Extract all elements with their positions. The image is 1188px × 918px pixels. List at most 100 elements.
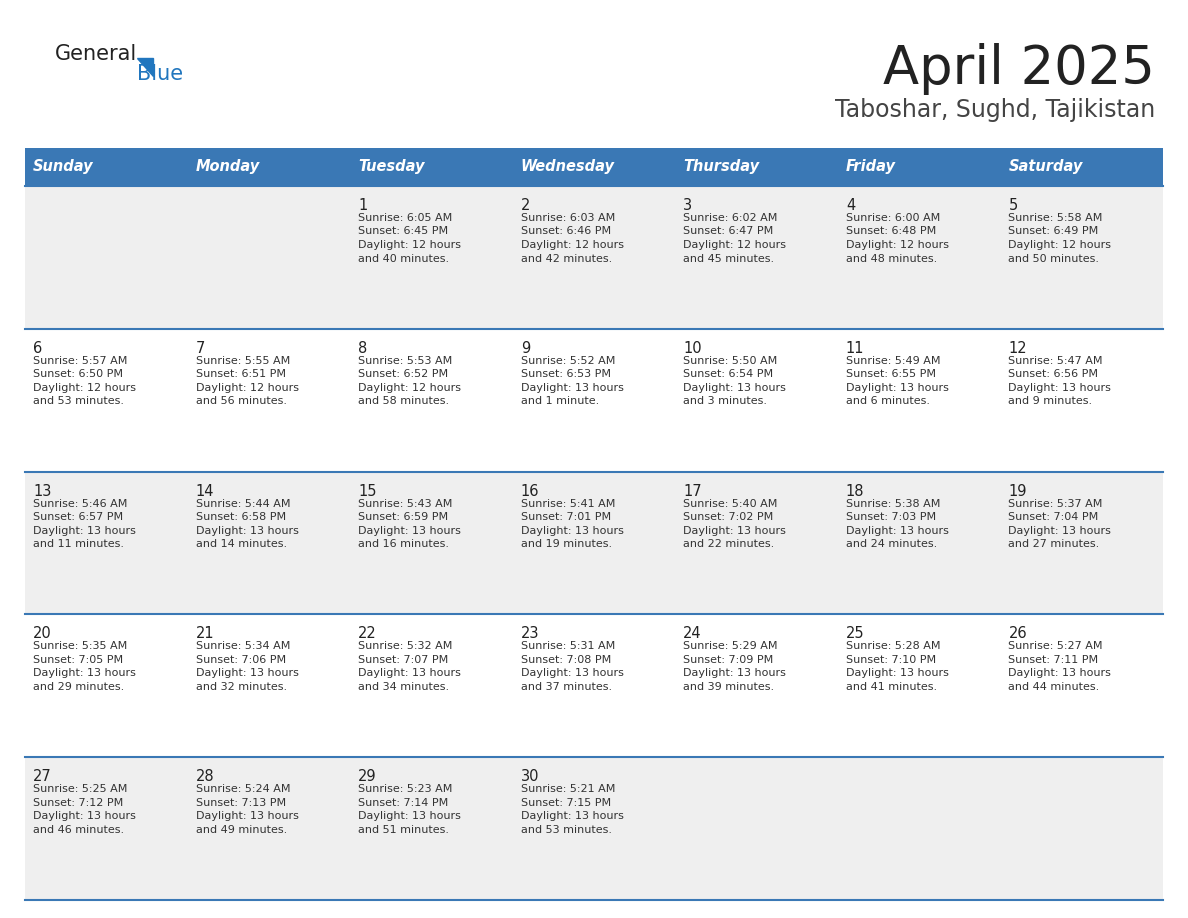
- Text: Sunset: 6:47 PM: Sunset: 6:47 PM: [683, 227, 773, 237]
- Text: 4: 4: [846, 198, 855, 213]
- Text: Sunset: 6:45 PM: Sunset: 6:45 PM: [358, 227, 448, 237]
- Text: 20: 20: [33, 626, 52, 642]
- Text: Daylight: 13 hours: Daylight: 13 hours: [196, 668, 298, 678]
- Text: Sunset: 7:03 PM: Sunset: 7:03 PM: [846, 512, 936, 522]
- Text: Sunrise: 5:38 AM: Sunrise: 5:38 AM: [846, 498, 940, 509]
- Text: 24: 24: [683, 626, 702, 642]
- Text: Sunset: 7:14 PM: Sunset: 7:14 PM: [358, 798, 448, 808]
- Text: Daylight: 13 hours: Daylight: 13 hours: [683, 383, 786, 393]
- Text: and 27 minutes.: and 27 minutes.: [1009, 539, 1100, 549]
- Text: Daylight: 12 hours: Daylight: 12 hours: [1009, 240, 1112, 250]
- Text: Sunrise: 5:47 AM: Sunrise: 5:47 AM: [1009, 356, 1102, 365]
- Text: Daylight: 12 hours: Daylight: 12 hours: [520, 240, 624, 250]
- Text: 23: 23: [520, 626, 539, 642]
- Text: and 32 minutes.: and 32 minutes.: [196, 682, 286, 692]
- Text: 22: 22: [358, 626, 377, 642]
- Text: Sunrise: 5:57 AM: Sunrise: 5:57 AM: [33, 356, 127, 365]
- Text: and 56 minutes.: and 56 minutes.: [196, 397, 286, 407]
- Text: 19: 19: [1009, 484, 1026, 498]
- Bar: [25, 757, 1163, 900]
- Text: Daylight: 13 hours: Daylight: 13 hours: [846, 668, 949, 678]
- Text: Sunset: 6:52 PM: Sunset: 6:52 PM: [358, 369, 448, 379]
- Text: Daylight: 13 hours: Daylight: 13 hours: [1009, 526, 1111, 535]
- Text: Sunset: 7:08 PM: Sunset: 7:08 PM: [520, 655, 611, 665]
- Text: Sunset: 6:49 PM: Sunset: 6:49 PM: [1009, 227, 1099, 237]
- Text: Sunset: 7:07 PM: Sunset: 7:07 PM: [358, 655, 448, 665]
- Text: Sunset: 6:53 PM: Sunset: 6:53 PM: [520, 369, 611, 379]
- Text: and 1 minute.: and 1 minute.: [520, 397, 599, 407]
- Text: Sunset: 7:15 PM: Sunset: 7:15 PM: [520, 798, 611, 808]
- Text: Sunrise: 5:43 AM: Sunrise: 5:43 AM: [358, 498, 453, 509]
- Text: and 41 minutes.: and 41 minutes.: [846, 682, 937, 692]
- Text: Sunset: 6:46 PM: Sunset: 6:46 PM: [520, 227, 611, 237]
- Text: Daylight: 13 hours: Daylight: 13 hours: [1009, 383, 1111, 393]
- Text: Sunset: 6:54 PM: Sunset: 6:54 PM: [683, 369, 773, 379]
- Text: and 48 minutes.: and 48 minutes.: [846, 253, 937, 263]
- Text: Friday: Friday: [846, 160, 896, 174]
- Text: 11: 11: [846, 341, 865, 356]
- Text: 26: 26: [1009, 626, 1028, 642]
- Bar: [25, 614, 1163, 757]
- Text: Sunrise: 6:05 AM: Sunrise: 6:05 AM: [358, 213, 453, 223]
- Text: Sunrise: 5:41 AM: Sunrise: 5:41 AM: [520, 498, 615, 509]
- Text: Saturday: Saturday: [1009, 160, 1082, 174]
- Text: Sunset: 7:09 PM: Sunset: 7:09 PM: [683, 655, 773, 665]
- Text: and 49 minutes.: and 49 minutes.: [196, 824, 286, 834]
- Text: and 19 minutes.: and 19 minutes.: [520, 539, 612, 549]
- Text: 10: 10: [683, 341, 702, 356]
- Text: and 11 minutes.: and 11 minutes.: [33, 539, 124, 549]
- Text: Daylight: 12 hours: Daylight: 12 hours: [846, 240, 949, 250]
- Text: Daylight: 13 hours: Daylight: 13 hours: [683, 668, 786, 678]
- Text: 12: 12: [1009, 341, 1028, 356]
- Text: Daylight: 13 hours: Daylight: 13 hours: [358, 526, 461, 535]
- Text: and 3 minutes.: and 3 minutes.: [683, 397, 767, 407]
- Text: 1: 1: [358, 198, 367, 213]
- Text: and 29 minutes.: and 29 minutes.: [33, 682, 125, 692]
- Text: Sunset: 7:11 PM: Sunset: 7:11 PM: [1009, 655, 1099, 665]
- Text: Daylight: 13 hours: Daylight: 13 hours: [846, 526, 949, 535]
- Text: Sunset: 6:58 PM: Sunset: 6:58 PM: [196, 512, 285, 522]
- Text: and 53 minutes.: and 53 minutes.: [520, 824, 612, 834]
- Text: Daylight: 13 hours: Daylight: 13 hours: [196, 812, 298, 822]
- Text: and 50 minutes.: and 50 minutes.: [1009, 253, 1099, 263]
- Text: Daylight: 12 hours: Daylight: 12 hours: [33, 383, 135, 393]
- Text: Daylight: 13 hours: Daylight: 13 hours: [358, 812, 461, 822]
- Text: 14: 14: [196, 484, 214, 498]
- Text: Sunset: 6:56 PM: Sunset: 6:56 PM: [1009, 369, 1099, 379]
- Text: Sunrise: 5:44 AM: Sunrise: 5:44 AM: [196, 498, 290, 509]
- Text: 17: 17: [683, 484, 702, 498]
- Text: Sunset: 7:05 PM: Sunset: 7:05 PM: [33, 655, 124, 665]
- Text: 21: 21: [196, 626, 214, 642]
- Text: Daylight: 12 hours: Daylight: 12 hours: [358, 240, 461, 250]
- Text: Blue: Blue: [137, 64, 183, 84]
- Text: 18: 18: [846, 484, 865, 498]
- Text: Thursday: Thursday: [683, 160, 759, 174]
- Text: 15: 15: [358, 484, 377, 498]
- Text: Sunday: Sunday: [33, 160, 94, 174]
- Text: Sunrise: 5:55 AM: Sunrise: 5:55 AM: [196, 356, 290, 365]
- Text: and 44 minutes.: and 44 minutes.: [1009, 682, 1100, 692]
- Text: Sunset: 7:10 PM: Sunset: 7:10 PM: [846, 655, 936, 665]
- Text: and 45 minutes.: and 45 minutes.: [683, 253, 775, 263]
- Text: Sunrise: 5:28 AM: Sunrise: 5:28 AM: [846, 642, 941, 652]
- Text: 28: 28: [196, 769, 214, 784]
- Text: 7: 7: [196, 341, 206, 356]
- Text: and 53 minutes.: and 53 minutes.: [33, 397, 124, 407]
- Text: Daylight: 13 hours: Daylight: 13 hours: [520, 526, 624, 535]
- Text: Sunrise: 5:24 AM: Sunrise: 5:24 AM: [196, 784, 290, 794]
- Text: and 37 minutes.: and 37 minutes.: [520, 682, 612, 692]
- Text: Sunset: 7:13 PM: Sunset: 7:13 PM: [196, 798, 285, 808]
- Text: and 22 minutes.: and 22 minutes.: [683, 539, 775, 549]
- Text: and 39 minutes.: and 39 minutes.: [683, 682, 775, 692]
- Text: and 58 minutes.: and 58 minutes.: [358, 397, 449, 407]
- Text: Sunrise: 5:29 AM: Sunrise: 5:29 AM: [683, 642, 778, 652]
- Text: Sunrise: 5:21 AM: Sunrise: 5:21 AM: [520, 784, 615, 794]
- Text: Sunrise: 5:27 AM: Sunrise: 5:27 AM: [1009, 642, 1102, 652]
- Text: Sunrise: 6:03 AM: Sunrise: 6:03 AM: [520, 213, 615, 223]
- Text: 5: 5: [1009, 198, 1018, 213]
- Text: Sunrise: 6:00 AM: Sunrise: 6:00 AM: [846, 213, 940, 223]
- Text: Sunrise: 5:50 AM: Sunrise: 5:50 AM: [683, 356, 777, 365]
- Text: Sunset: 6:51 PM: Sunset: 6:51 PM: [196, 369, 285, 379]
- Text: 16: 16: [520, 484, 539, 498]
- Text: Daylight: 12 hours: Daylight: 12 hours: [358, 383, 461, 393]
